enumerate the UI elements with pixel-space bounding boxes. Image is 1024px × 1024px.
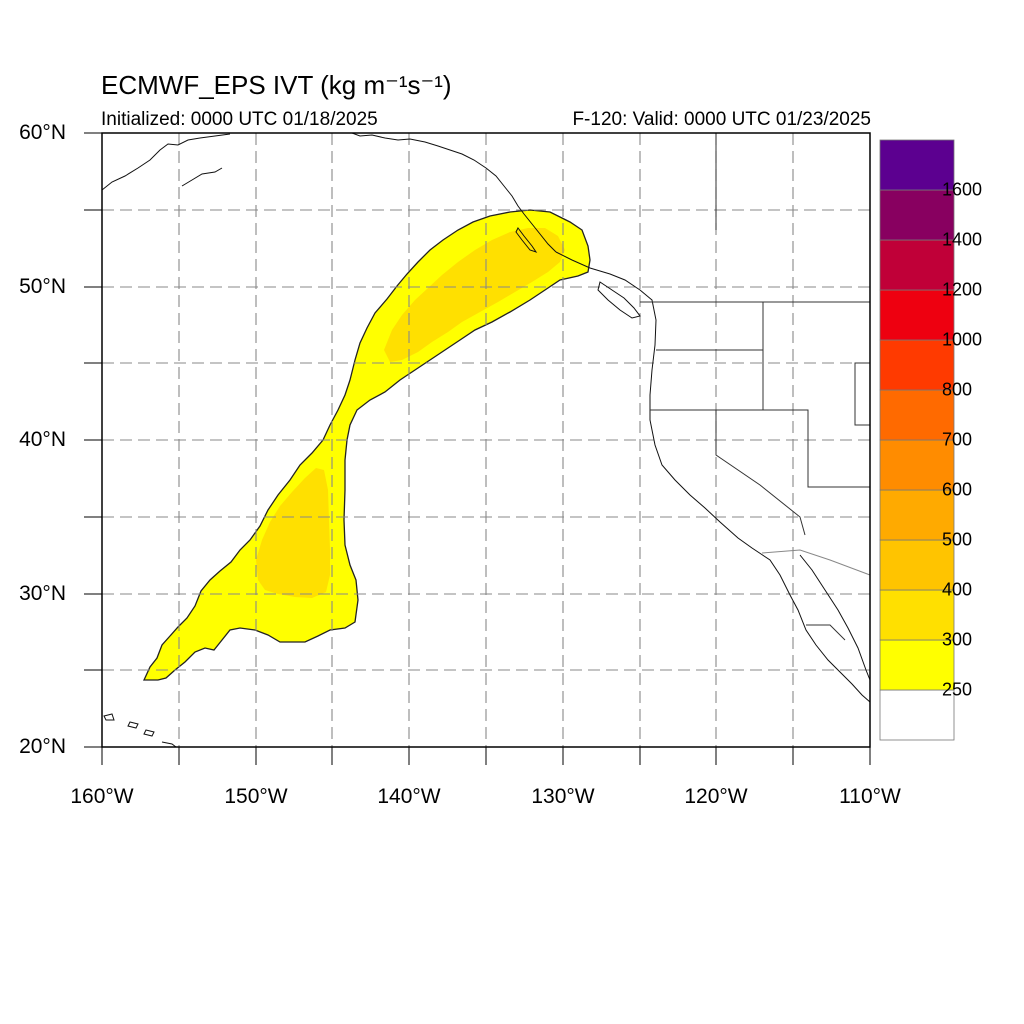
lon-label-130w: 130°W — [531, 785, 595, 808]
colorbar — [879, 139, 955, 741]
colorbar-box — [879, 289, 955, 341]
lat-label-60n: 60°N — [19, 121, 66, 144]
valid-time-label: F-120: Valid: 0000 UTC 01/23/2025 — [572, 109, 871, 130]
colorbar-level-label: 400 — [942, 579, 973, 600]
colorbar-level-label: 700 — [942, 429, 973, 450]
political-boundaries — [640, 133, 871, 641]
colorbar-level-label: 1400 — [942, 229, 983, 250]
colorbar-level-label: 1000 — [942, 329, 983, 350]
colorbar-box — [879, 689, 955, 741]
lon-label-160w: 160°W — [70, 785, 134, 808]
colorbar-level-label: 800 — [942, 379, 973, 400]
colorbar-level-label: 600 — [942, 479, 973, 500]
ivt-contour-300-north — [384, 228, 565, 362]
colorbar-box — [879, 139, 955, 191]
colorbar-box — [879, 489, 955, 541]
colorbar-box — [879, 539, 955, 591]
lat-label-20n: 20°N — [19, 735, 66, 758]
axis-ticks — [84, 132, 871, 765]
colorbar-box — [879, 439, 955, 491]
lon-label-110w: 110°W — [839, 785, 901, 808]
init-time-label: Initialized: 0000 UTC 01/18/2025 — [101, 109, 378, 130]
colorbar-level-label: 1200 — [942, 279, 983, 300]
lon-label-150w: 150°W — [224, 785, 288, 808]
colorbar-level-label: 300 — [942, 629, 973, 650]
colorbar-box — [879, 389, 955, 441]
lon-label-120w: 120°W — [684, 785, 748, 808]
colorbar-level-label: 1600 — [942, 179, 983, 200]
lat-label-40n: 40°N — [19, 428, 66, 451]
ivt-contour-300-south — [256, 468, 330, 598]
plot-title: ECMWF_EPS IVT (kg m⁻¹s⁻¹) — [101, 70, 452, 100]
ivt-contour-250 — [142, 209, 591, 681]
colorbar-level-label: 250 — [942, 679, 973, 700]
lon-label-140w: 140°W — [377, 785, 441, 808]
colorbar-box — [879, 339, 955, 391]
coastlines — [101, 132, 871, 748]
lat-label-50n: 50°N — [19, 275, 66, 298]
lat-label-30n: 30°N — [19, 582, 66, 605]
colorbar-level-label: 500 — [942, 529, 973, 550]
colorbar-box — [879, 589, 955, 641]
colorbar-box — [879, 189, 955, 241]
colorbar-box — [879, 639, 955, 691]
colorbar-box — [879, 239, 955, 291]
